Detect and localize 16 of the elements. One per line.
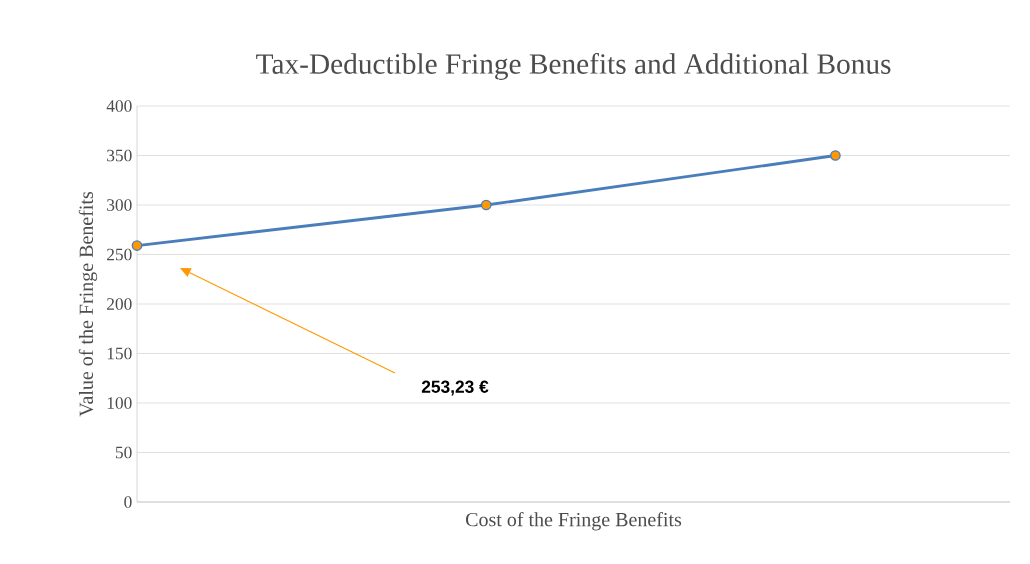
y-tick-label: 250: [107, 248, 132, 261]
chart-title: Tax-Deductible Fringe Benefits and Additional Bonus: [256, 52, 891, 80]
y-tick-label: 0: [124, 496, 132, 508]
point: [830, 150, 841, 161]
y-tick-label: 50: [115, 446, 132, 459]
y-tick-label: 100: [107, 397, 132, 409]
y-tick-label: 400: [106, 100, 132, 112]
annotation: 253,23 €: [421, 380, 489, 396]
y-tick-label: 300: [107, 199, 132, 211]
y-tick-label: 350: [107, 149, 132, 162]
y-axis-title: Value of the Fringe Benefits: [78, 191, 98, 417]
y-tick-label: 150: [107, 347, 132, 360]
x-axis-title: Cost of the Fringe Benefits: [466, 512, 682, 531]
point: [131, 240, 143, 251]
point: [480, 199, 492, 211]
y-tick-label: 200: [107, 298, 132, 310]
